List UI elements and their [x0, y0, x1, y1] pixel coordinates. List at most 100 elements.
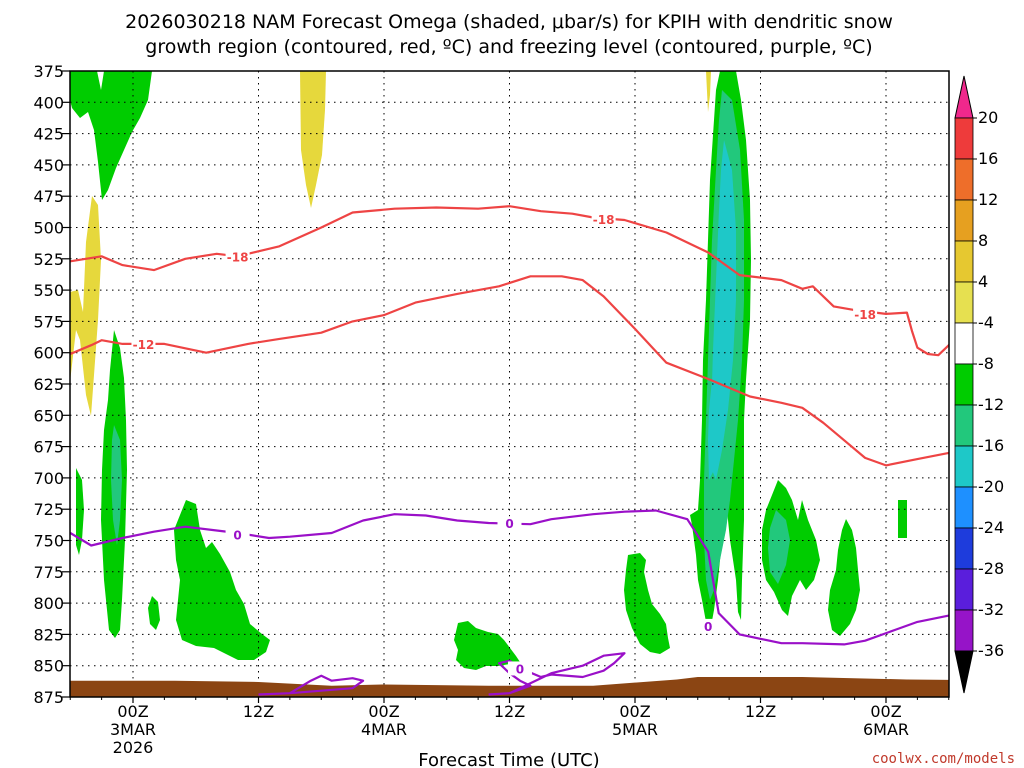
- colorbar-label: -20: [978, 477, 1004, 496]
- y-tick-label: 875: [33, 688, 64, 707]
- omega-shading: [70, 71, 907, 670]
- colorbar-bin: [954, 117, 974, 160]
- omega-ascent-strong-region: [768, 510, 790, 584]
- x-tick-label-date: 6MAR: [863, 720, 909, 739]
- grid: [70, 71, 949, 697]
- colorbar-bin: [954, 609, 974, 652]
- y-tick-label: 825: [33, 625, 64, 644]
- y-axis: 375 400 425 450 475 500 525 550 575 600 625 650 675 7…: [33, 62, 70, 707]
- colorbar-label: -12: [978, 395, 1004, 414]
- x-tick-label-time: 00Z: [117, 702, 148, 721]
- x-tick-label-time: 12Z: [494, 702, 525, 721]
- y-tick-label: 575: [33, 312, 64, 331]
- contour-line-freezing-0-main: [70, 509, 949, 646]
- colorbar-arrow-top: [954, 75, 974, 119]
- contour-label: 0: [233, 528, 241, 542]
- y-tick-label: 525: [33, 250, 64, 269]
- contour-label: -12: [133, 338, 155, 352]
- omega-ascent-region: [148, 596, 160, 630]
- colorbar-bin: [954, 240, 974, 283]
- y-tick-label: 500: [33, 219, 64, 238]
- y-tick-label: 450: [33, 156, 64, 175]
- y-tick-label: 775: [33, 563, 64, 582]
- contour-label: -18: [854, 308, 876, 322]
- colorbar: 20 16 12 8 4 -4 -8 -12 -16 -20 -24 -28 -32 -36: [954, 75, 1004, 694]
- contours: -18 -18 -18 -12 0 0 0 0: [70, 205, 949, 696]
- colorbar-label: 16: [978, 149, 998, 168]
- x-tick-label-date: 4MAR: [361, 720, 407, 739]
- omega-ascent-region: [828, 519, 860, 636]
- colorbar-label: 4: [978, 272, 988, 291]
- contour-label-bg: [497, 516, 522, 531]
- colorbar-bin: [954, 281, 974, 324]
- contour-label-bg: [225, 249, 250, 264]
- y-tick-label: 800: [33, 594, 64, 613]
- y-tick-label: 425: [33, 125, 64, 144]
- colorbar-label: -28: [978, 559, 1004, 578]
- omega-ascent-region: [70, 71, 152, 200]
- x-tick-label-time: 00Z: [368, 702, 399, 721]
- contour-line-dendritic-minus12: [70, 275, 949, 467]
- contour-label-bg: [853, 307, 878, 322]
- contour-label-bg: [696, 618, 721, 633]
- credit-text: coolwx.com/models: [872, 751, 1015, 767]
- contour-line-freezing-0-lobe1: [258, 674, 365, 696]
- y-tick-label: 725: [33, 500, 64, 519]
- chart-title-line2: growth region (contoured, red, ºC) and f…: [145, 36, 872, 58]
- colorbar-bin: [954, 322, 974, 365]
- colorbar-label: 12: [978, 190, 998, 209]
- omega-subsidence-region: [706, 71, 711, 112]
- x-tick-label-time: 00Z: [870, 702, 901, 721]
- colorbar-label: -32: [978, 600, 1004, 619]
- contour-label: -18: [593, 213, 615, 227]
- colorbar-label: -16: [978, 436, 1004, 455]
- omega-ascent-region: [454, 621, 520, 670]
- omega-ascent-region: [898, 500, 907, 538]
- y-tick-label: 700: [33, 469, 64, 488]
- y-tick-label: 650: [33, 406, 64, 425]
- x-tick-label-time: 12Z: [243, 702, 274, 721]
- y-tick-label: 400: [33, 93, 64, 112]
- y-tick-label: 850: [33, 657, 64, 676]
- colorbar-label: -4: [978, 313, 994, 332]
- y-tick-label: 475: [33, 187, 64, 206]
- x-tick-label-year: 2026: [113, 738, 154, 757]
- colorbar-label: 8: [978, 231, 988, 250]
- y-tick-label: 550: [33, 281, 64, 300]
- x-axis-title: Forecast Time (UTC): [418, 750, 599, 768]
- colorbar-bin: [954, 363, 974, 406]
- x-tick-label-date: 3MAR: [110, 720, 156, 739]
- y-tick-label: 750: [33, 532, 64, 551]
- omega-subsidence-region: [300, 71, 326, 208]
- x-tick-label-time: 00Z: [619, 702, 650, 721]
- contour-label-bg: [507, 661, 532, 676]
- colorbar-bin: [954, 445, 974, 488]
- colorbar-bin: [954, 568, 974, 611]
- colorbar-label: -8: [978, 354, 994, 373]
- colorbar-label: -36: [978, 641, 1004, 660]
- chart-title-line1: 2026030218 NAM Forecast Omega (shaded, μ…: [125, 11, 893, 33]
- contour-label-bg: [225, 527, 250, 542]
- colorbar-label: -24: [978, 518, 1004, 537]
- colorbar-arrow-bottom: [954, 650, 974, 694]
- colorbar-bin: [954, 158, 974, 201]
- y-tick-label: 600: [33, 344, 64, 363]
- omega-ascent-intense-region: [708, 380, 718, 480]
- omega-subsidence-region: [70, 196, 101, 416]
- x-tick-label-time: 12Z: [745, 702, 776, 721]
- colorbar-label: 20: [978, 108, 998, 127]
- contour-label: 0: [704, 620, 712, 634]
- y-tick-label: 625: [33, 375, 64, 394]
- contour-label-bg: [591, 211, 616, 226]
- x-tick-label-date: 5MAR: [612, 720, 658, 739]
- contour-label: 0: [505, 517, 513, 531]
- omega-ascent-region: [76, 468, 84, 555]
- y-tick-label: 675: [33, 438, 64, 457]
- contour-label-bg: [131, 337, 156, 352]
- omega-ascent-region: [174, 500, 270, 660]
- colorbar-bin: [954, 199, 974, 242]
- contour-label: 0: [516, 662, 524, 676]
- omega-ascent-strong-region: [111, 425, 122, 545]
